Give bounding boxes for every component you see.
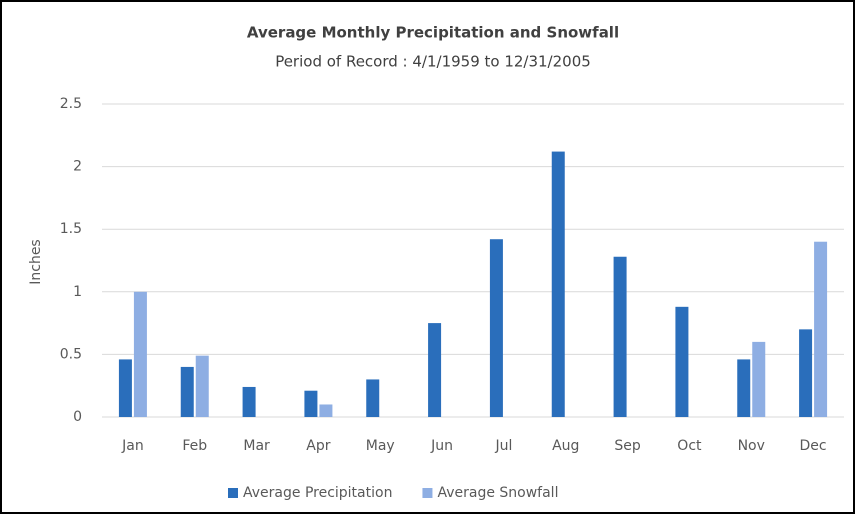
x-tick-label: May — [366, 438, 395, 454]
y-axis-label: Inches — [28, 239, 44, 284]
bar — [428, 323, 442, 417]
y-tick-label: 2 — [73, 159, 82, 175]
bar — [737, 359, 751, 417]
bar — [304, 390, 318, 417]
chart-title: Average Monthly Precipitation and Snowfa… — [247, 24, 619, 42]
bar — [799, 329, 813, 417]
y-tick-label: 1 — [73, 284, 82, 300]
x-tick-label: Dec — [800, 438, 827, 454]
bar — [613, 256, 627, 417]
legend-swatch — [228, 488, 238, 498]
x-tick-label: Feb — [182, 438, 207, 454]
y-tick-label: 0.5 — [60, 346, 82, 362]
bar — [366, 379, 380, 417]
chart-subtitle: Period of Record : 4/1/1959 to 12/31/200… — [275, 53, 591, 71]
y-tick-label: 0 — [73, 409, 82, 425]
x-tick-label: Jul — [494, 438, 512, 454]
bar — [752, 341, 766, 417]
x-tick-label: Jun — [430, 438, 453, 454]
bar — [489, 239, 503, 417]
bar — [319, 404, 333, 417]
legend-label: Average Snowfall — [437, 485, 558, 501]
legend-swatch — [422, 488, 433, 498]
x-tick-label: Apr — [306, 438, 330, 454]
bar — [551, 151, 565, 418]
x-tick-label: Mar — [243, 438, 270, 454]
bar — [180, 366, 194, 417]
bar — [242, 386, 256, 417]
bar — [195, 355, 209, 417]
bar — [133, 291, 147, 417]
x-tick-label: Sep — [614, 438, 641, 454]
x-tick-label: Oct — [677, 438, 702, 454]
y-tick-label: 1.5 — [60, 221, 82, 237]
x-tick-label: Jan — [121, 438, 144, 454]
x-tick-label: Aug — [552, 438, 579, 454]
y-tick-label: 2.5 — [60, 96, 82, 112]
bar — [675, 306, 689, 417]
bar — [118, 359, 132, 417]
bar — [814, 241, 828, 417]
x-tick-label: Nov — [738, 438, 765, 454]
legend-label: Average Precipitation — [243, 485, 392, 501]
